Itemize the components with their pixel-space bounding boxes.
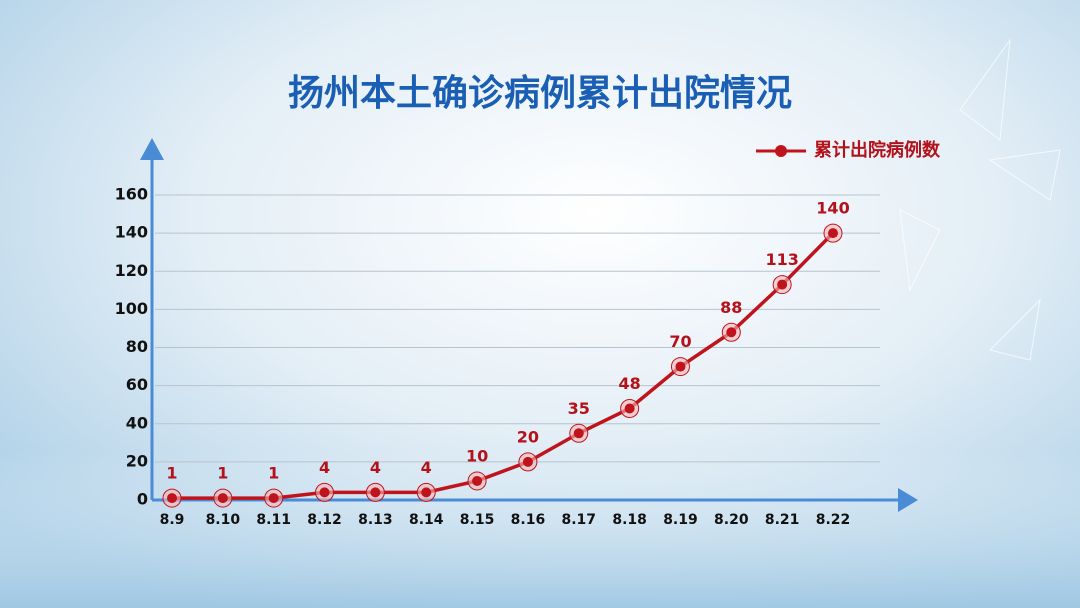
x-tick-label: 8.18 (612, 512, 647, 528)
legend: 累计出院病例数 (756, 139, 941, 161)
point (268, 493, 279, 504)
value-label: 10 (466, 446, 488, 465)
point (522, 456, 533, 467)
x-tick-label: 8.9 (160, 512, 185, 528)
value-label: 48 (618, 374, 640, 393)
value-label: 20 (517, 427, 539, 446)
x-tick-label: 8.16 (511, 512, 546, 528)
point (421, 487, 432, 498)
value-label: 4 (319, 458, 330, 477)
value-label: 70 (669, 332, 691, 351)
point (573, 428, 584, 439)
point (828, 228, 838, 239)
point (319, 487, 330, 498)
point (624, 403, 635, 414)
value-label: 88 (720, 298, 742, 317)
x-tick-label: 8.15 (460, 512, 495, 528)
x-tick-label: 8.21 (765, 512, 800, 528)
y-tick-label: 100 (115, 299, 148, 318)
value-label: 1 (268, 464, 279, 483)
point (675, 361, 686, 372)
y-tick-label: 80 (126, 337, 148, 356)
y-tick-label: 60 (126, 375, 148, 394)
x-tick-label: 8.11 (256, 512, 291, 528)
y-tick-label: 120 (115, 261, 148, 280)
y-axis-arrow (140, 138, 164, 160)
value-label: 4 (421, 458, 432, 477)
point (167, 493, 177, 504)
x-tick-label: 8.22 (816, 512, 851, 528)
y-tick-label: 20 (126, 451, 148, 470)
point (726, 327, 737, 338)
value-label: 1 (217, 464, 228, 483)
x-tick-label: 8.17 (561, 512, 596, 528)
x-tick-label: 8.13 (358, 512, 393, 528)
legend-label: 累计出院病例数 (814, 139, 941, 161)
point (472, 475, 483, 486)
decoration (899, 38, 1061, 361)
x-tick-label: 8.19 (663, 512, 698, 528)
point (370, 487, 381, 498)
y-tick-label: 40 (126, 413, 148, 432)
floor (0, 450, 1080, 608)
y-tick-label: 140 (115, 223, 148, 242)
x-axis-arrow (898, 488, 918, 512)
value-label: 140 (816, 199, 849, 218)
y-tick-label: 160 (115, 185, 148, 204)
point (777, 279, 788, 290)
value-label: 1 (166, 464, 177, 483)
x-tick-label: 8.20 (714, 512, 749, 528)
x-tick-label: 8.10 (206, 512, 241, 528)
y-tick-label: 0 (137, 490, 148, 509)
point (217, 493, 228, 504)
legend-marker (775, 145, 787, 157)
value-label: 113 (765, 250, 798, 269)
x-tick-label: 8.12 (307, 512, 342, 528)
value-label: 35 (568, 399, 590, 418)
x-tick-label: 8.14 (409, 512, 444, 528)
chart-title: 扬州本土确诊病例累计出院情况 (288, 73, 792, 114)
value-label: 4 (370, 458, 381, 477)
